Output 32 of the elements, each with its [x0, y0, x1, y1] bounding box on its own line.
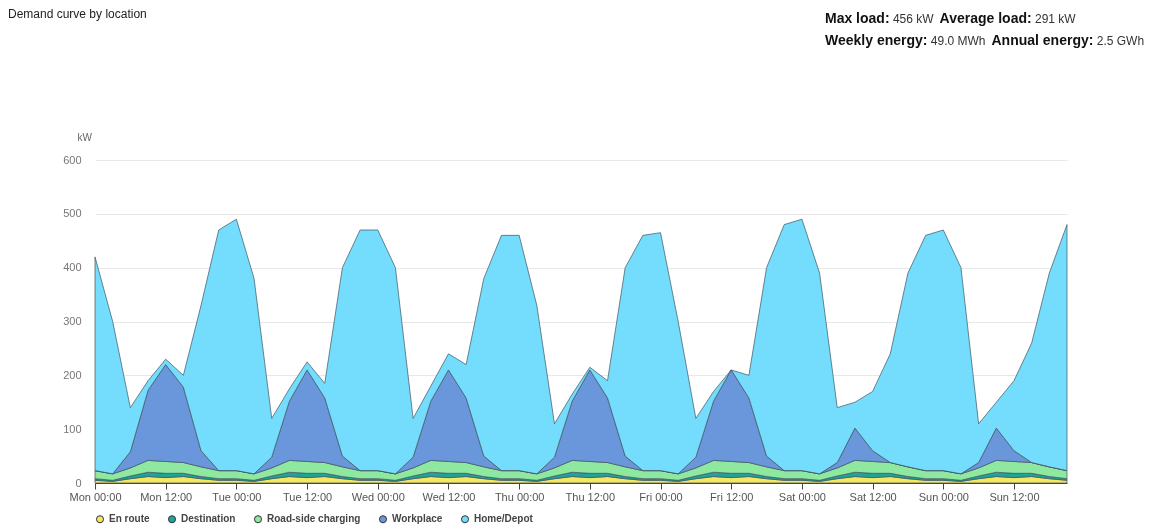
legend-label: Destination: [181, 513, 236, 525]
text: Annual energy: 2.5 GWh: [991, 32, 1145, 48]
x-tick-label: Sun 00:00: [918, 490, 969, 503]
x-tick-label: Fri 00:00: [639, 490, 683, 503]
text: Weekly energy: 49.0 MWh: [825, 32, 986, 48]
chart-title: Demand curve by location: [8, 7, 147, 21]
x-tick-label: Tue 00:00: [212, 490, 262, 503]
text: Max load: 456 kW: [825, 10, 934, 26]
y-tick-label: 100: [63, 422, 82, 435]
y-tick-label: 400: [63, 261, 82, 274]
x-tick-label: Sat 00:00: [778, 490, 826, 503]
y-tick-label: 600: [63, 153, 82, 166]
x-tick-label: Thu 12:00: [565, 490, 616, 503]
y-tick-label: 300: [63, 315, 82, 327]
y-tick-label: 500: [63, 207, 82, 220]
legend-label: Workplace: [392, 513, 443, 525]
y-tick-label: 200: [63, 368, 82, 381]
legend-label: Road-side charging: [267, 513, 361, 525]
x-tick-label: Wed 12:00: [422, 490, 476, 503]
y-tick-label: 0: [75, 476, 82, 489]
legend-label: Home/Depot: [474, 513, 534, 525]
x-tick-label: Sun 12:00: [989, 490, 1040, 503]
x-tick-label: Mon 12:00: [140, 490, 193, 503]
x-tick-label: Mon 00:00: [69, 490, 122, 503]
text: Average load: 291 kW: [939, 10, 1076, 26]
x-tick-label: Wed 00:00: [351, 490, 405, 503]
x-tick-label: Thu 00:00: [494, 490, 545, 503]
x-tick-label: Tue 12:00: [283, 490, 333, 503]
y-axis-title: kW: [77, 131, 93, 143]
x-tick-label: Fri 12:00: [710, 490, 754, 503]
x-tick-label: Sat 12:00: [849, 490, 897, 503]
legend-label: En route: [109, 513, 150, 525]
